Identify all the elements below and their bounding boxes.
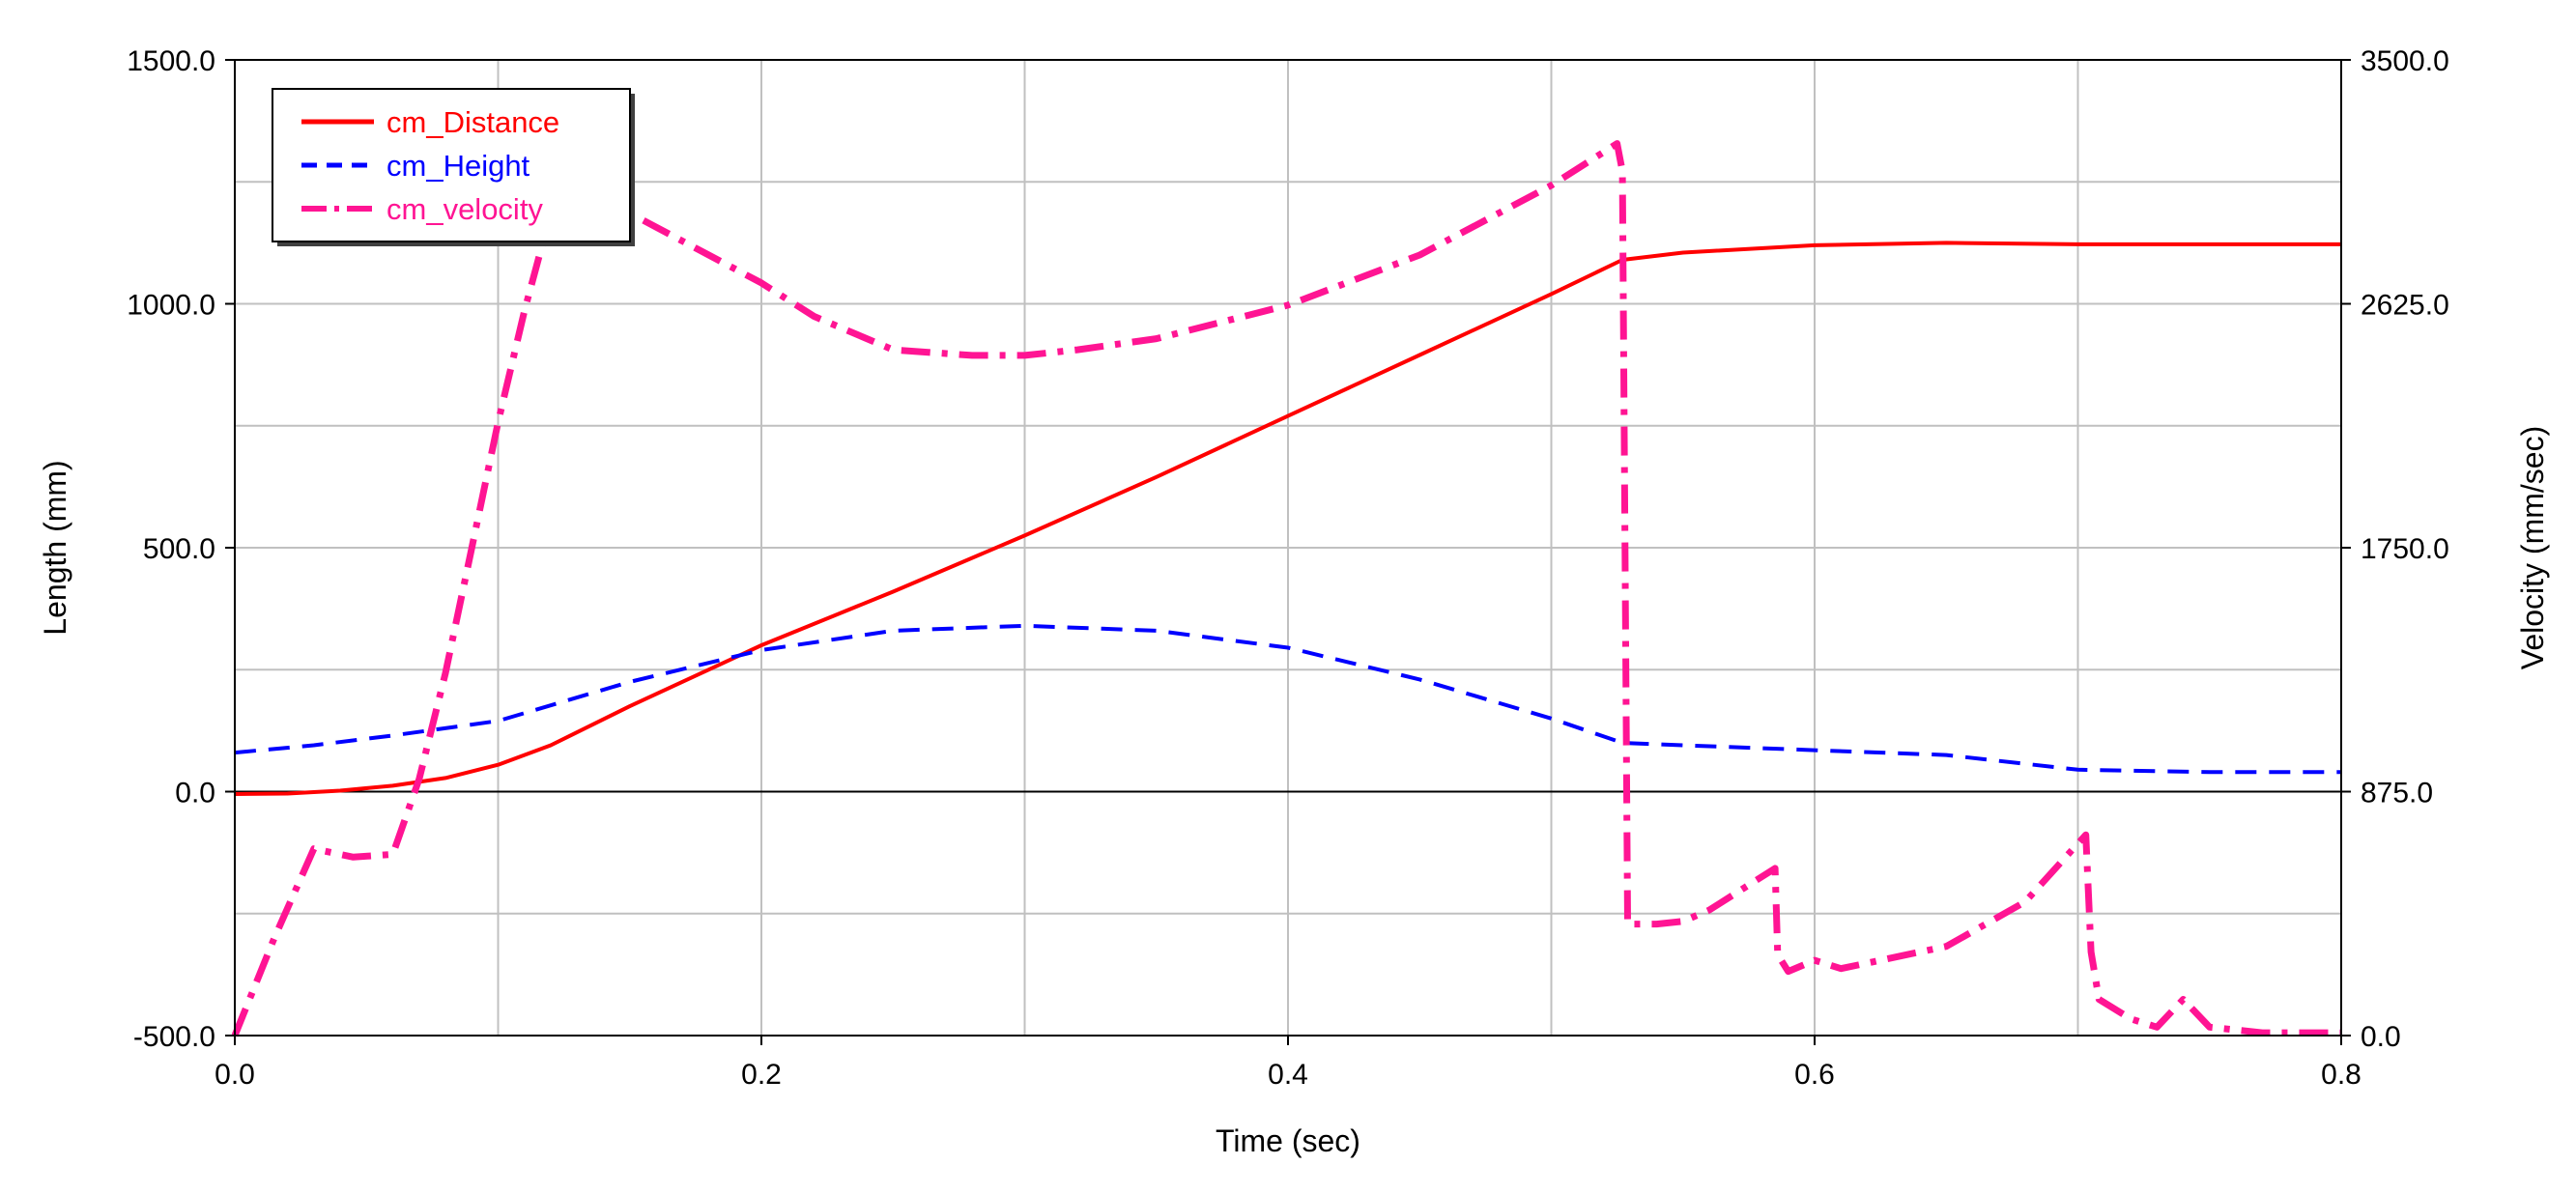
series-layer: [231, 140, 2341, 1037]
series-line-cm-velocity: [231, 140, 2341, 1037]
y-tick-label: -500.0: [133, 1021, 215, 1053]
grid: [235, 60, 2341, 1036]
x-tick-label: 0.0: [215, 1059, 255, 1091]
y-tick-label: 1000.0: [127, 290, 215, 322]
legend-items: cm_Distance cm_Height cm_velocity: [301, 105, 559, 226]
legend-label: cm_Distance: [386, 105, 559, 139]
legend-label: cm_Height: [386, 149, 530, 183]
y2-tick-label: 1750.0: [2361, 533, 2449, 565]
axis-ticks: 0.0 0.2 0.4 0.6 0.8-500.00.0500.01000.01500.…: [127, 45, 2449, 1091]
y-tick-label: 1500.0: [127, 45, 215, 77]
x-tick-label: 0.4: [1268, 1059, 1308, 1091]
x-tick-label: 0.6: [1794, 1059, 1835, 1091]
legend-label: cm_velocity: [386, 192, 543, 226]
x-tick-label: 0.2: [741, 1059, 782, 1091]
series-line-cm-height: [234, 623, 2341, 775]
legend: cm_Distance cm_Height cm_velocity: [272, 88, 635, 246]
x-tick-label: 0.8: [2321, 1059, 2361, 1091]
y2-axis-label: Velocity (mm/sec): [2515, 426, 2550, 669]
y-axis-label: Length (mm): [38, 460, 72, 635]
y-tick-label: 0.0: [175, 778, 215, 810]
y2-tick-label: 3500.0: [2361, 45, 2449, 77]
y2-tick-label: 2625.0: [2361, 290, 2449, 322]
y2-tick-label: 0.0: [2361, 1021, 2401, 1053]
y-tick-label: 500.0: [143, 533, 215, 565]
y2-tick-label: 875.0: [2361, 778, 2433, 810]
x-axis-label: Time (sec): [1216, 1123, 1360, 1158]
